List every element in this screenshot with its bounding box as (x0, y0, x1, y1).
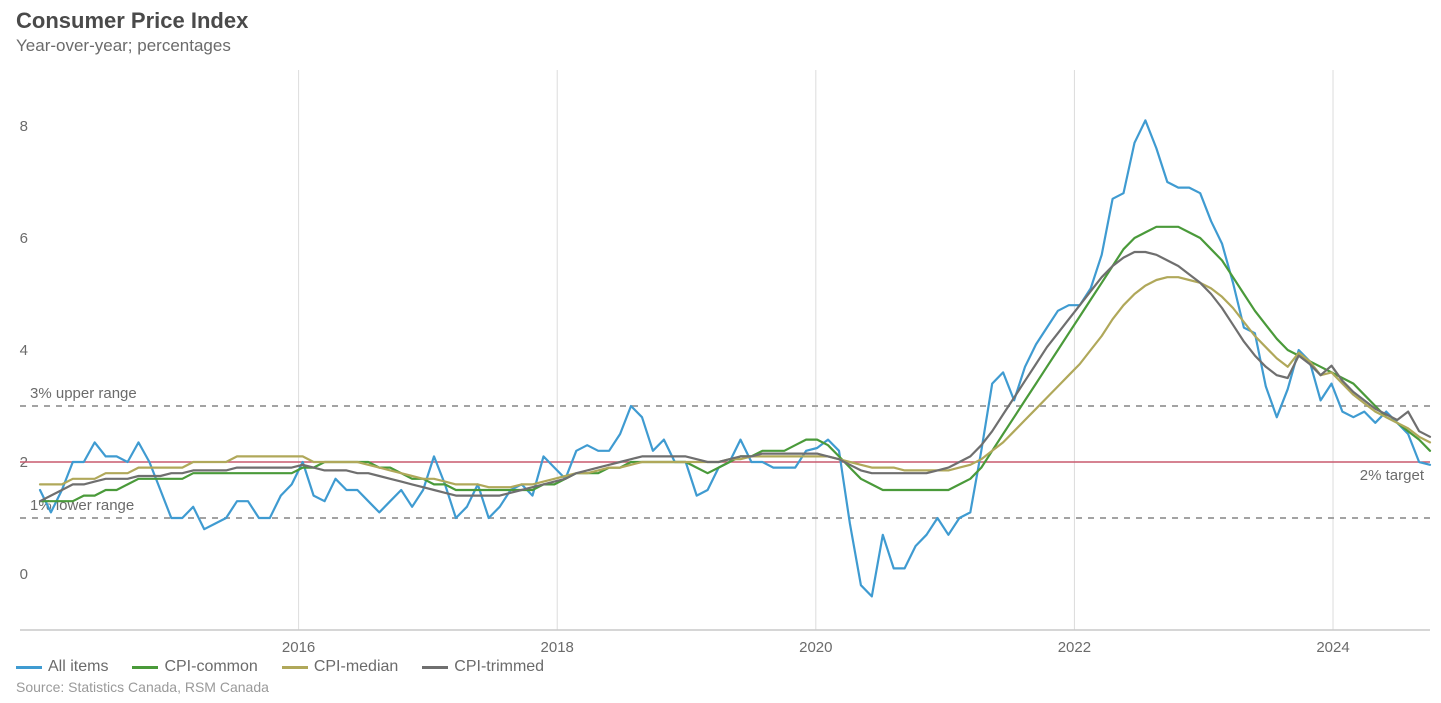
legend-swatch (132, 666, 158, 669)
svg-text:6: 6 (20, 230, 28, 247)
svg-text:2024: 2024 (1316, 639, 1349, 656)
legend-swatch (422, 666, 448, 669)
svg-text:2018: 2018 (541, 639, 574, 656)
legend-label: CPI-common (164, 658, 257, 676)
svg-text:2020: 2020 (799, 639, 832, 656)
svg-text:2016: 2016 (282, 639, 315, 656)
legend-item-cpi-common: CPI-common (132, 658, 257, 676)
legend: All items CPI-common CPI-median CPI-trim… (16, 658, 544, 676)
cpi-chart: Consumer Price Index Year-over-year; per… (0, 0, 1441, 703)
svg-text:2022: 2022 (1058, 639, 1091, 656)
svg-text:2% target: 2% target (1360, 467, 1425, 484)
svg-text:3% upper range: 3% upper range (30, 385, 137, 402)
svg-text:0: 0 (20, 566, 28, 583)
svg-text:4: 4 (20, 342, 28, 359)
legend-item-all-items: All items (16, 658, 108, 676)
plot-area: 20162018202020222024024683% upper range2… (0, 0, 1441, 703)
legend-swatch (16, 666, 42, 669)
legend-label: CPI-trimmed (454, 658, 544, 676)
legend-item-cpi-trimmed: CPI-trimmed (422, 658, 544, 676)
legend-item-cpi-median: CPI-median (282, 658, 398, 676)
chart-source: Source: Statistics Canada, RSM Canada (16, 679, 269, 695)
legend-label: CPI-median (314, 658, 398, 676)
legend-swatch (282, 666, 308, 669)
legend-label: All items (48, 658, 108, 676)
svg-text:8: 8 (20, 118, 28, 135)
